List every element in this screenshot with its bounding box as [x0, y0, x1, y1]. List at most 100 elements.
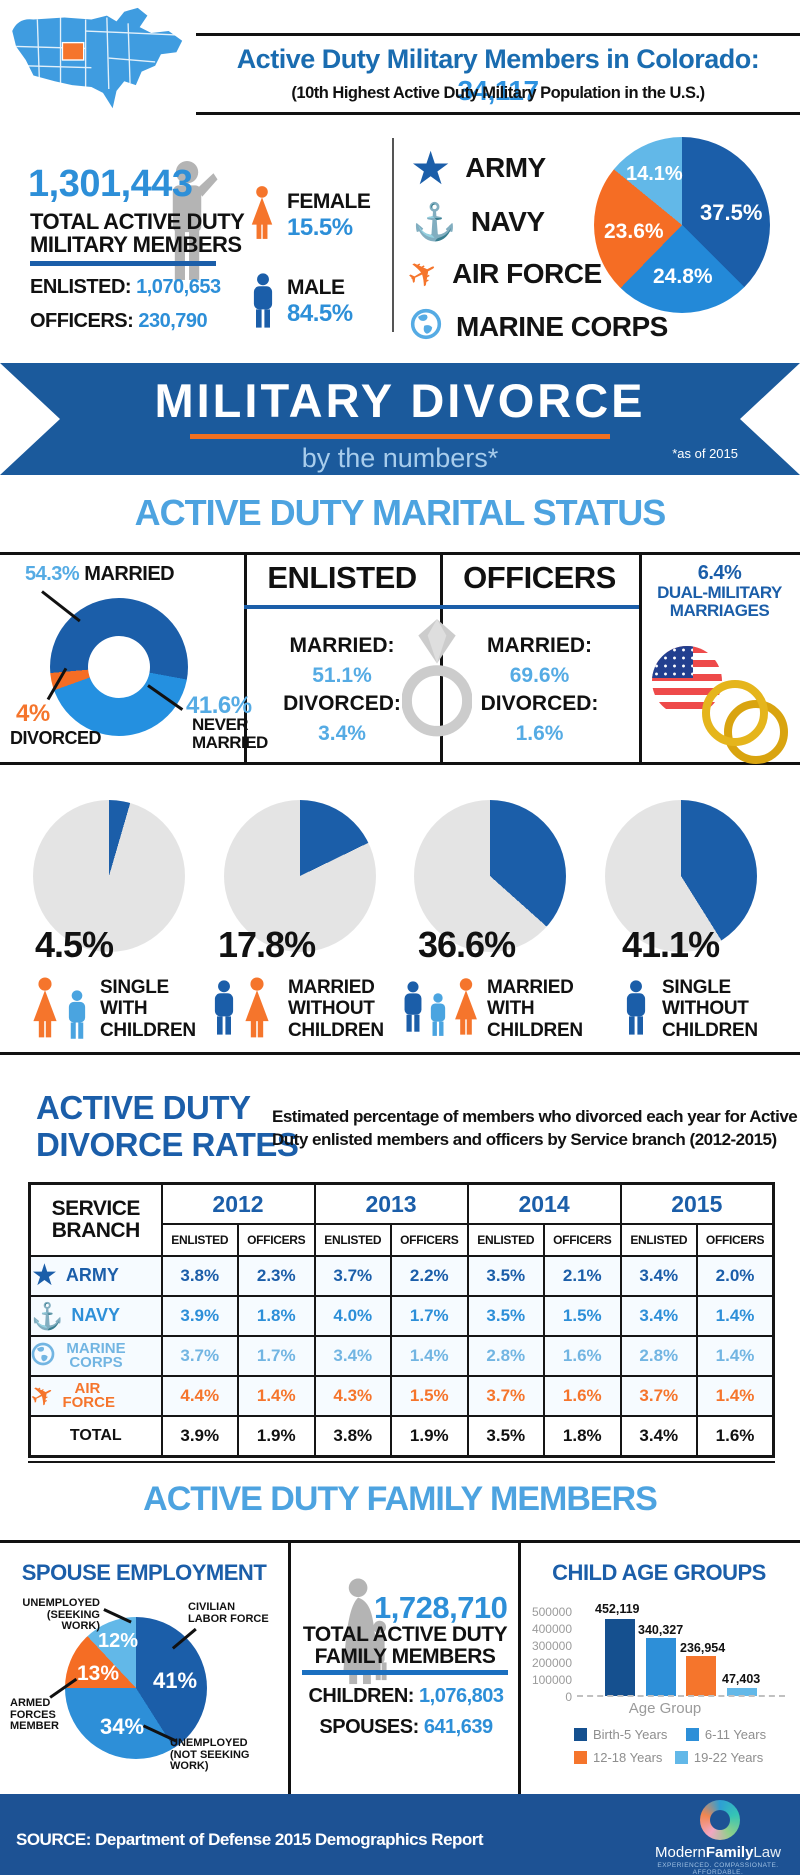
legend-swatch-19-22 — [674, 1751, 688, 1764]
officers-married-value: 69.6% — [509, 664, 570, 687]
divorce-rates-title-line2: DIVORCE RATES — [36, 1125, 299, 1163]
spouse-label-armed: ARMED FORCES MEMBER — [10, 1697, 64, 1733]
family-total-number: 1,728,710 — [374, 1590, 508, 1625]
cell: 3.4% — [619, 1255, 699, 1297]
legend-airforce-label: AIR FORCE — [452, 258, 602, 289]
label-mwc-2: WITH — [487, 998, 535, 1020]
total-members-label-line1: TOTAL ACTIVE DUTY — [30, 209, 245, 234]
enlisted-value: 1,070,653 — [136, 276, 221, 298]
header-title: Active Duty Military Members in Colorado… — [196, 44, 800, 107]
marital-divider-1 — [244, 552, 247, 765]
x-axis-label: Age Group — [628, 1700, 702, 1717]
spouse-label-notseeking: UNEMPLOYED (NOT SEEKING WORK) — [170, 1737, 286, 1773]
family-pies-bottom-rule — [0, 1052, 800, 1055]
officers-column-header: OFFICERS — [463, 560, 616, 595]
branch-name-navy: NAVY — [71, 1305, 121, 1326]
jet-icon: ✈ — [24, 1376, 61, 1415]
wedding-ring-icon-1 — [702, 680, 768, 746]
label-mwc-1: MARRIED — [487, 977, 574, 998]
cell: 1.5% — [543, 1295, 622, 1337]
label-swoc-2: WITHOUT — [662, 998, 749, 1020]
notseeking-line2: (NOT SEEKING WORK) — [170, 1748, 250, 1773]
branch-name-army: ARMY — [65, 1265, 119, 1286]
corner-line2: BRANCH — [51, 1219, 140, 1242]
label-swc-1: SINGLE — [100, 977, 169, 998]
donut-married-word: MARRIED — [84, 563, 175, 585]
male-value: 84.5% — [287, 300, 353, 327]
year-header-2013: 2013 — [313, 1182, 469, 1225]
brand-tagline: EXPERIENCED. COMPASSIONATE. AFFORDABLE. — [657, 1862, 779, 1875]
armed-line3: MEMBER — [10, 1720, 59, 1733]
pie-married-without-children — [224, 800, 376, 952]
branch-pie-label-navy: 24.8% — [653, 265, 713, 288]
legend-swatch-birth-5 — [574, 1728, 587, 1741]
divorce-rates-table-wrap: SERVICE BRANCH 2012 2013 2014 2015 ENLIS… — [24, 1182, 776, 1463]
branch-pie-label-marines: 14.1% — [626, 163, 683, 185]
cell: 1.9% — [237, 1415, 316, 1457]
pie-single-without-children — [605, 800, 757, 952]
cell: 3.7% — [466, 1375, 546, 1417]
cell: 1.7% — [237, 1335, 316, 1377]
divorce-rates-table: SERVICE BRANCH 2012 2013 2014 2015 ENLIS… — [24, 1182, 776, 1458]
cell: 1.4% — [696, 1375, 775, 1417]
label-mwoc-3: CHILDREN — [288, 1019, 384, 1041]
enlisted-header-underline — [244, 605, 440, 609]
cell: 3.5% — [466, 1295, 546, 1337]
label-swc-3: CHILDREN — [100, 1019, 196, 1041]
table-row-total: TOTAL 3.9% 1.9% 3.8% 1.9% 3.5% 1.8% 3.4%… — [28, 1415, 775, 1457]
year-header-2014: 2014 — [466, 1182, 622, 1225]
dual-military-line2: MARRIAGES — [669, 601, 770, 621]
legend-marines-label: MARINE CORPS — [456, 310, 668, 342]
bar-label-birth-5: 452,119 — [595, 1602, 640, 1616]
legend-row-navy: ⚓ NAVY — [412, 203, 545, 241]
brand-modern: Modern — [655, 1844, 706, 1861]
armed-line2: FORCES — [10, 1708, 56, 1721]
sub-header: ENLISTED — [160, 1223, 239, 1257]
family-total-label-line1: TOTAL ACTIVE DUTY — [302, 1623, 508, 1646]
icons-married-with-children — [400, 976, 482, 1038]
bar-19-22 — [727, 1687, 757, 1696]
cell: 3.7% — [160, 1335, 239, 1377]
officers-header-underline — [440, 605, 639, 609]
officers-married-label: MARRIED: — [487, 634, 592, 657]
brand-law: Law — [753, 1844, 781, 1861]
notseeking-line1: UNEMPLOYED — [170, 1737, 248, 1749]
y-tick: 300000 — [531, 1639, 572, 1653]
cell: 1.6% — [543, 1335, 622, 1377]
spouse-pie-notseeking-value: 34% — [100, 1714, 145, 1739]
pie-married-with-children — [414, 800, 566, 952]
enlisted-stat: ENLISTED: 1,070,653 — [30, 276, 221, 299]
enlisted-married-value: 51.1% — [312, 664, 372, 687]
man-icon — [214, 980, 234, 1035]
family-divider-2 — [518, 1540, 521, 1794]
family-members-heading: ACTIVE DUTY FAMILY MEMBERS — [143, 1480, 658, 1518]
man-icon — [404, 981, 422, 1032]
branch-name-total: TOTAL — [28, 1415, 163, 1457]
legend-row-marines: MARINE CORPS — [410, 308, 668, 345]
divorce-rates-title-line1: ACTIVE DUTY — [36, 1089, 251, 1126]
icons-single-without-children — [622, 976, 650, 1045]
label-swoc-1: SINGLE — [662, 977, 731, 998]
cell: 2.1% — [543, 1255, 622, 1297]
cell: 3.4% — [313, 1335, 393, 1377]
brand-family: Family — [705, 1844, 754, 1861]
legend-army-label: ARMY — [465, 152, 546, 183]
female-label: FEMALE — [287, 190, 371, 213]
family-total-underline — [302, 1670, 508, 1675]
legend-19-22: 19-22 Years — [693, 1750, 764, 1765]
cell: 3.8% — [160, 1255, 239, 1297]
anchor-icon: ⚓ — [412, 201, 457, 242]
family-total-label-line2: FAMILY MEMBERS — [314, 1645, 496, 1669]
cell: 1.4% — [390, 1335, 469, 1377]
jet-icon: ✈ — [399, 248, 446, 299]
children-label: CHILDREN: — [308, 1685, 414, 1707]
female-value: 15.5% — [287, 214, 353, 241]
star-icon: ★ — [410, 142, 452, 194]
seeking-line1: UNEMPLOYED — [22, 1597, 100, 1609]
pct-married-without-children: 17.8% — [218, 924, 316, 965]
cell: 1.6% — [543, 1375, 622, 1417]
civilian-line1: CIVILIAN — [188, 1601, 236, 1613]
banner-note: *as of 2015 — [672, 446, 738, 461]
label-married-with-children: MARRIED WITH CHILDREN — [487, 977, 583, 1041]
child-icon — [430, 993, 446, 1036]
